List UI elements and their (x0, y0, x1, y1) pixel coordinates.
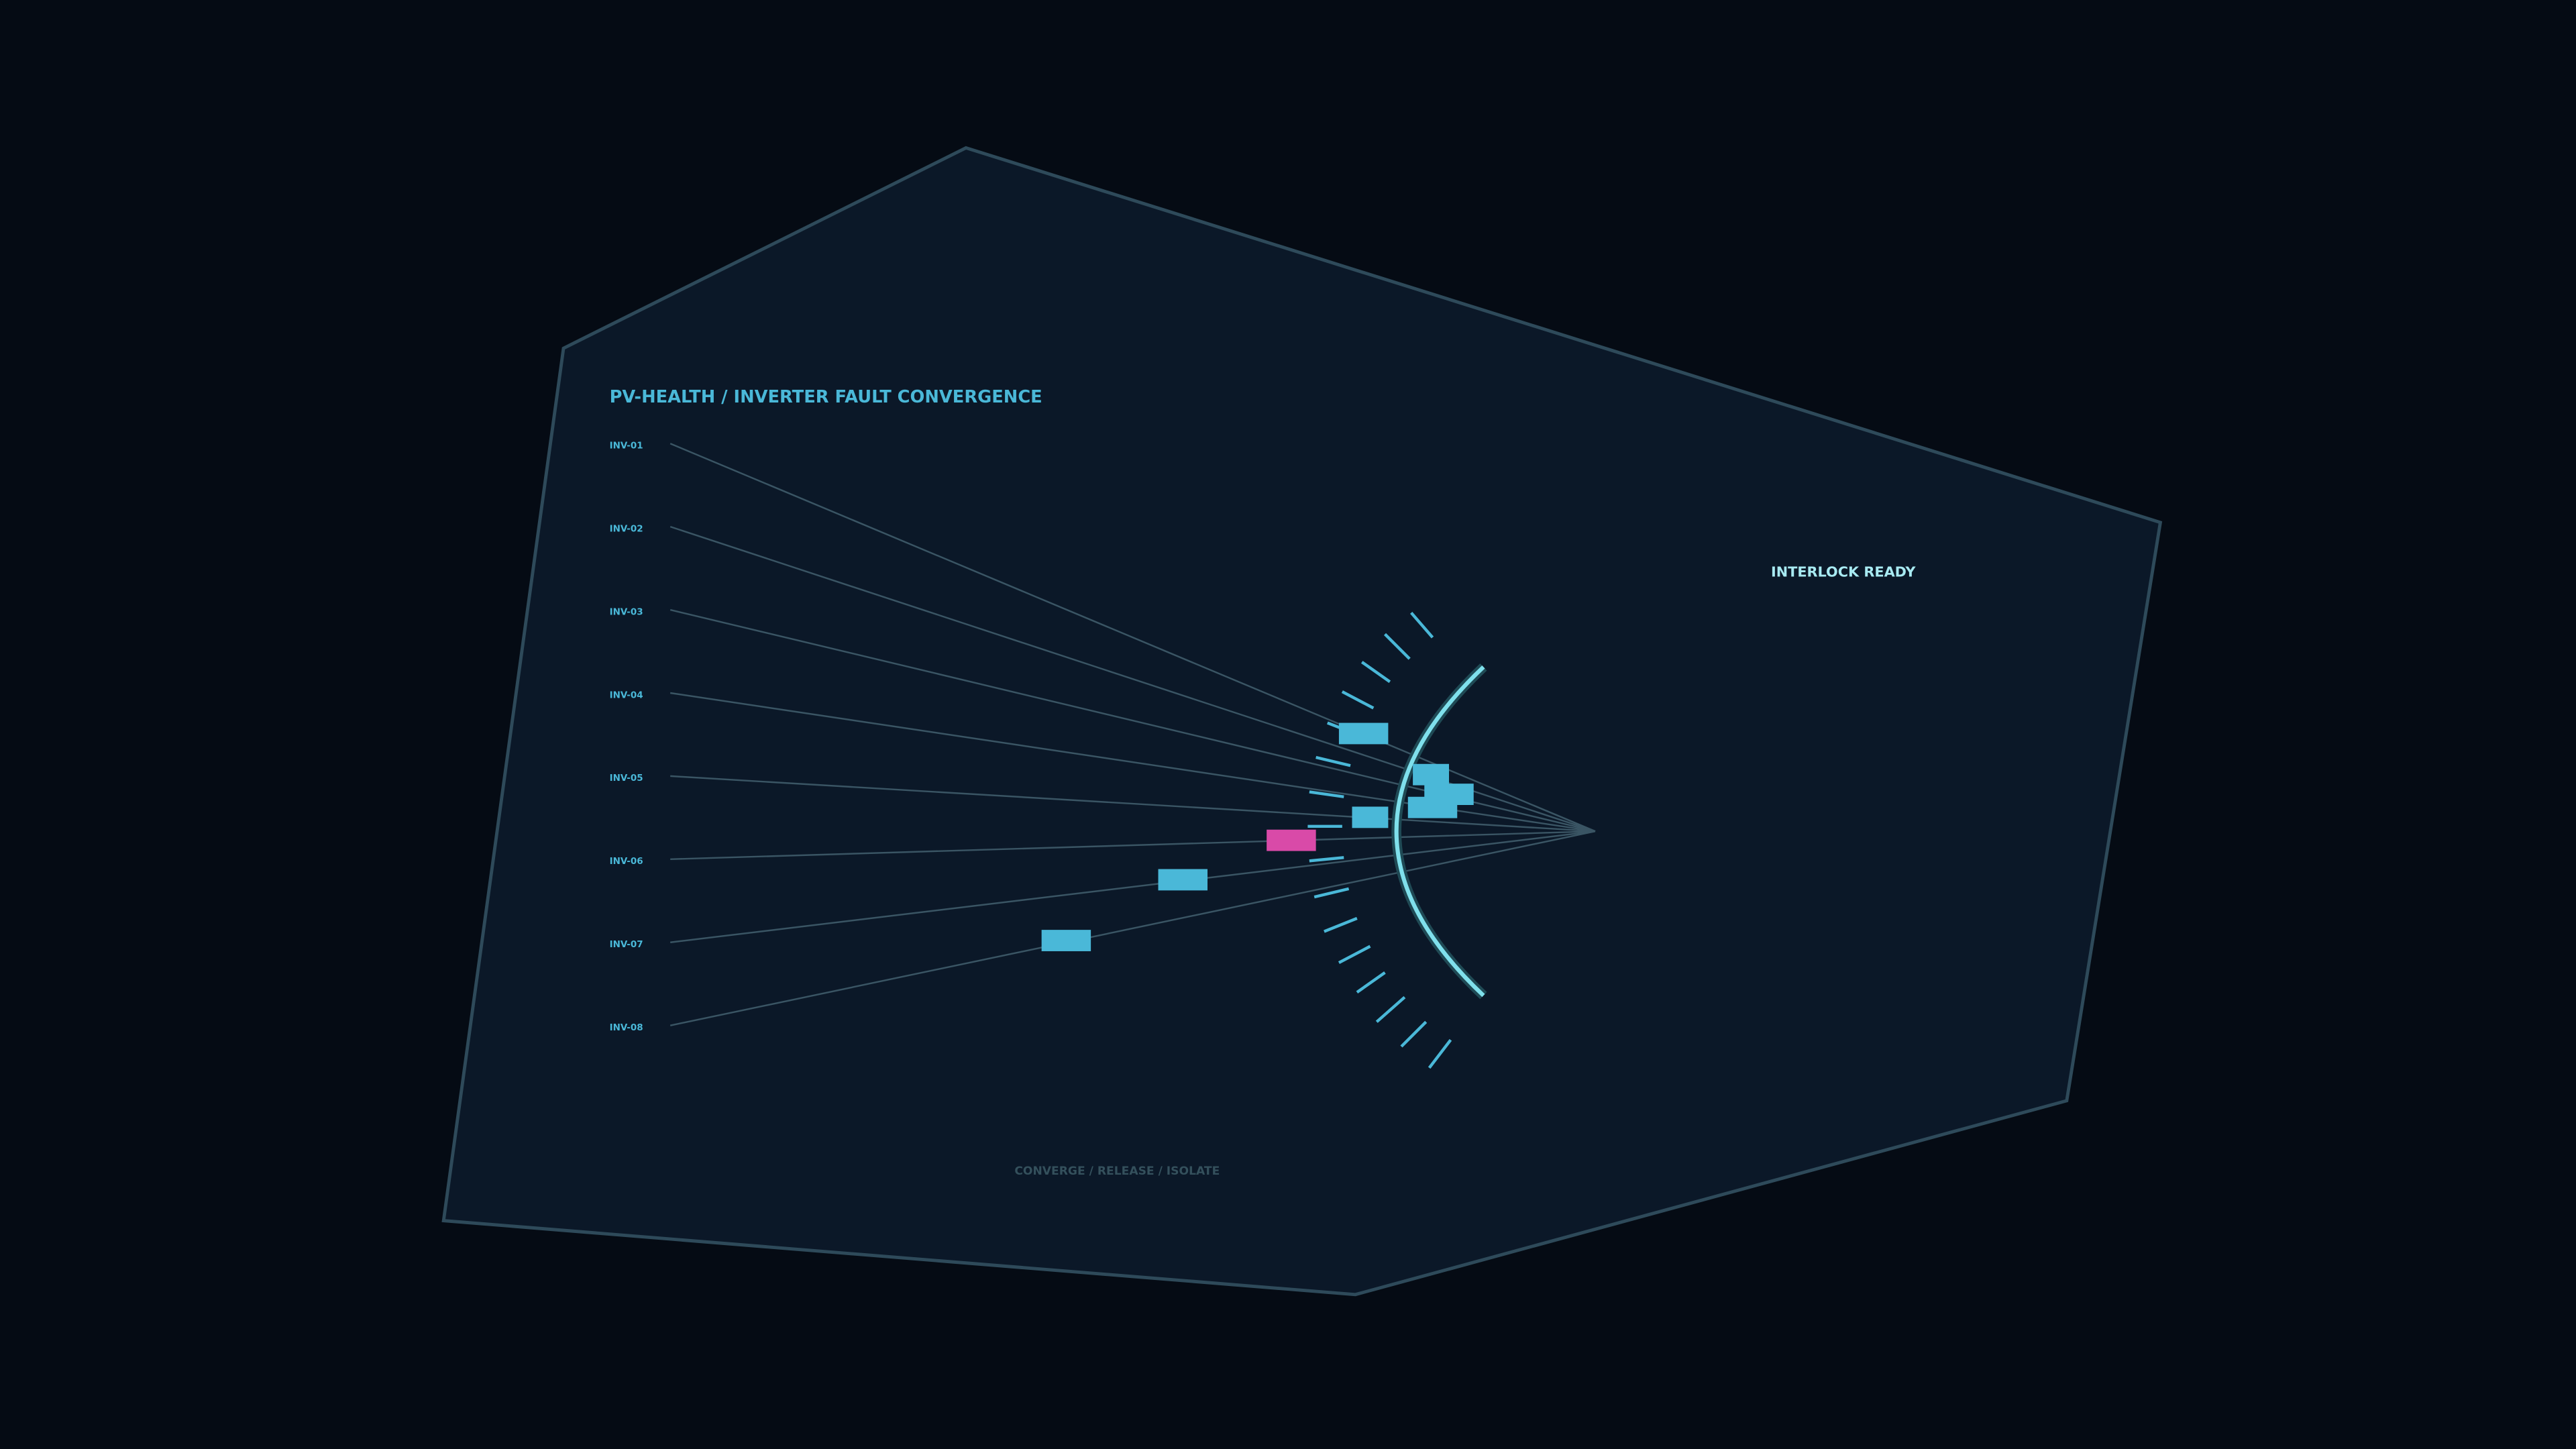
tick (1360, 661, 1391, 684)
inverter-label: INV-04 (610, 690, 643, 700)
tick (1316, 755, 1351, 767)
status: INTERLOCK READY (1771, 564, 1916, 580)
fault-box (1407, 796, 1458, 818)
fault-box (1158, 869, 1208, 891)
panel (441, 146, 2163, 1297)
tick (1428, 1038, 1452, 1069)
footer: CONVERGE / RELEASE / ISOLATE (1014, 1165, 1220, 1178)
tick (1375, 996, 1406, 1023)
tick (1341, 690, 1375, 710)
tick (1400, 1020, 1428, 1048)
tick (1356, 971, 1386, 994)
fault-box (1413, 763, 1449, 786)
inverter-label: INV-02 (610, 524, 643, 534)
inverter-label: INV-01 (610, 441, 643, 451)
ray (670, 830, 1595, 861)
inverter-label: INV-06 (610, 857, 643, 867)
fault-box (1352, 806, 1389, 828)
fault-box (1041, 930, 1091, 951)
inverter-label: INV-08 (610, 1023, 643, 1033)
tick (1324, 916, 1358, 933)
tick (1383, 633, 1411, 660)
tick (1313, 887, 1350, 899)
tick (1410, 612, 1434, 639)
tick (1309, 790, 1344, 798)
ray (670, 830, 1596, 943)
fault-box (1338, 722, 1389, 745)
inverter-label: INV-07 (610, 940, 643, 950)
tick (1338, 945, 1371, 965)
title: PV-HEALTH / INVERTER FAULT CONVERGENCE (610, 387, 1042, 407)
fault-box (1267, 829, 1316, 851)
tick (1309, 856, 1344, 863)
fault-boxes (1041, 722, 1474, 951)
inverter-label: INV-03 (610, 607, 643, 617)
ray (670, 775, 1596, 833)
inverter-label: INV-05 (610, 773, 643, 784)
arc (1394, 665, 1485, 998)
ray (669, 830, 1596, 1026)
